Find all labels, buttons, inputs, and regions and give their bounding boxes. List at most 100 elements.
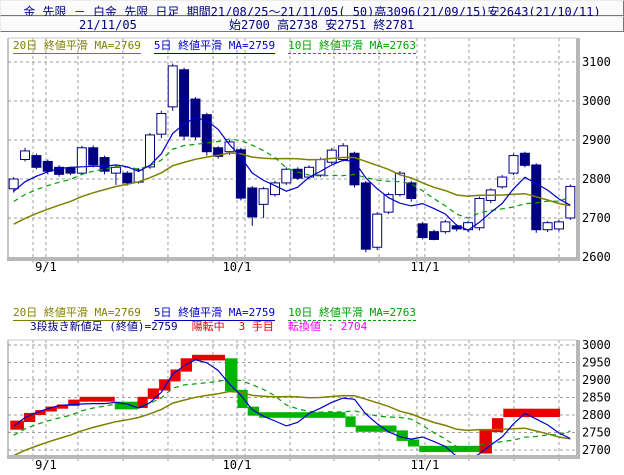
candle-bullish <box>383 194 394 213</box>
candle-bullish <box>224 141 235 153</box>
block-rising <box>159 379 171 391</box>
candle-bearish <box>360 182 371 250</box>
candle-bullish <box>553 221 564 230</box>
y-axis-label: 2900 <box>582 373 611 387</box>
candle-bullish <box>258 188 269 205</box>
candle-bearish <box>54 166 65 175</box>
legend-ma20: 20日 終値平滑 MA=2769 <box>13 306 141 321</box>
candle-bearish <box>292 168 303 179</box>
y-axis-label: 3100 <box>582 55 611 69</box>
block-rising <box>147 388 160 399</box>
ma5-line <box>13 359 571 455</box>
candlestick-chart[interactable]: 3100 3000 2900 2800 2700 2600 9/1 10/1 11/1 <box>0 33 624 281</box>
candle-bullish <box>372 213 383 248</box>
chart-bottom-border <box>7 455 580 459</box>
candle-bullish <box>167 65 178 108</box>
block-rising <box>479 430 492 454</box>
candle-bullish <box>156 112 167 135</box>
block-rising <box>491 418 504 433</box>
candle-bearish <box>235 149 246 199</box>
line-break-status-row: 3段抜き新値足 (終値)=2759 陽転中 3 手目 転換値 : 2704 <box>30 320 367 334</box>
candle-bullish <box>8 178 19 190</box>
x-axis-label: 9/1 <box>35 260 57 274</box>
x-axis-label: 11/1 <box>410 260 439 274</box>
ma5-line <box>13 116 571 231</box>
candle-bullish <box>394 172 405 196</box>
candle-bearish <box>201 114 212 153</box>
candle-bullish <box>269 182 280 196</box>
y-axis-label: 2900 <box>582 133 611 147</box>
candle-bearish <box>99 157 110 172</box>
reversal-value: 転換値 : 2704 <box>287 320 368 333</box>
candle-bearish <box>65 167 76 174</box>
x-axis-label: 9/1 <box>35 458 57 472</box>
x-axis-label: 10/1 <box>223 260 252 274</box>
x-axis-label: 10/1 <box>223 458 252 472</box>
candle-bearish <box>31 155 42 168</box>
y-axis-label: 2850 <box>582 391 611 405</box>
candle-bearish <box>406 182 417 199</box>
block-falling <box>355 425 397 432</box>
candle-bearish <box>417 223 428 239</box>
candle-bearish <box>247 187 258 218</box>
block-falling <box>237 389 248 408</box>
block-rising <box>79 396 115 402</box>
ma10-line <box>13 138 571 219</box>
title-bar[interactable]: 金 先限 － 白金 先限 日足 期間21/08/25～21/11/05( 50)… <box>0 0 624 19</box>
y-axis-label: 3000 <box>582 338 611 352</box>
candle-bullish <box>542 222 553 231</box>
block-rising <box>192 354 225 361</box>
block-falling <box>419 445 480 453</box>
ma20-line <box>13 152 571 225</box>
candle-bullish <box>326 149 337 163</box>
legend-ma5: 5日 終値平滑 MA=2759 <box>153 306 276 321</box>
candle-bullish <box>338 145 349 160</box>
y-axis-label: 2950 <box>582 356 611 370</box>
candle-bullish <box>440 221 451 233</box>
legend-ma20: 20日 終値平滑 MA=2769 <box>13 39 141 54</box>
candle-bearish <box>179 69 190 137</box>
legend-ma5: 5日 終値平滑 MA=2759 <box>153 39 276 54</box>
y-axis-label: 2700 <box>582 443 611 457</box>
candle-bearish <box>429 231 439 240</box>
block-falling <box>407 439 420 447</box>
block-falling <box>247 406 260 416</box>
candle-bearish <box>42 160 53 172</box>
candle-bearish <box>213 147 224 157</box>
block-rising <box>503 408 561 418</box>
block-falling <box>259 412 346 418</box>
candle-bullish <box>565 185 576 219</box>
lower-chart-legend-ma: 20日 終値平滑 MA=2769 5日 終値平滑 MA=2759 10日 終値平… <box>13 306 416 321</box>
candle-bullish <box>474 198 485 229</box>
line-break-chart[interactable]: 3000 2950 2900 2850 2800 2750 2700 9/1 10/1 11/1 <box>0 336 624 475</box>
legend-ma10: 10日 終値平滑 MA=2763 <box>288 39 416 54</box>
bar-count-status: 3 手目 <box>238 320 274 333</box>
y-axis-label: 3000 <box>582 94 611 108</box>
y-axis-label: 2800 <box>582 408 611 422</box>
candle-bearish <box>519 152 530 166</box>
info-bar[interactable]: 21/11/05 始2700 高2738 安2751 終2781 <box>0 16 624 32</box>
trend-status: 陽転中 <box>191 320 225 333</box>
candle-bullish <box>281 168 292 184</box>
ma20-line <box>13 390 571 455</box>
session-date: 21/11/05 <box>79 18 137 32</box>
line-break-label: 3段抜き新値足 (終値)=2759 <box>30 320 178 333</box>
block-falling <box>114 401 138 410</box>
legend-ma10: 10日 終値平滑 MA=2763 <box>288 306 416 321</box>
block-rising <box>45 406 57 412</box>
candle-bullish <box>76 147 87 174</box>
candle-bullish <box>145 134 155 168</box>
y-axis-label: 2750 <box>582 426 611 440</box>
candle-bullish <box>508 155 519 174</box>
block-rising <box>23 412 36 422</box>
chart-title: 金 先限 － 白金 先限 日足 期間21/08/25～21/11/05( 50)… <box>23 5 601 19</box>
upper-chart-legend: 20日 終値平滑 MA=2769 5日 終値平滑 MA=2759 10日 終値平… <box>13 39 416 54</box>
candle-bearish <box>122 172 133 184</box>
block-rising <box>137 396 148 408</box>
chart-bottom-border <box>7 257 580 261</box>
block-falling <box>345 416 356 427</box>
candle-bearish <box>88 147 99 166</box>
candle-bullish <box>20 150 31 160</box>
y-axis-label: 2700 <box>582 211 611 225</box>
